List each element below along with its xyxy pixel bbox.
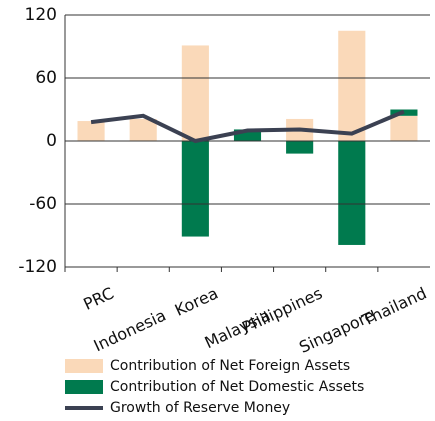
x-tick-label: Philippines	[239, 283, 325, 337]
legend-swatch	[65, 406, 103, 410]
y-tick-label: 120	[25, 5, 57, 25]
bar	[181, 45, 209, 142]
y-tick-label: 0	[46, 131, 57, 151]
legend-label: Contribution of Net Domestic Assets	[110, 379, 364, 395]
y-tick-label: -120	[18, 257, 57, 277]
legend-swatch	[65, 380, 103, 394]
legend-label: Growth of Reserve Money	[110, 400, 290, 416]
bar	[286, 141, 314, 154]
x-tick-label: PRC	[80, 283, 116, 313]
y-tick-label: 60	[35, 68, 57, 88]
bar	[338, 30, 366, 141]
bar	[181, 141, 209, 237]
bar	[233, 129, 262, 141]
bar	[390, 115, 418, 141]
bar	[129, 118, 157, 141]
legend-label: Contribution of Net Foreign Assets	[110, 358, 350, 374]
y-tick-label: -60	[29, 194, 57, 214]
x-tick-label: Korea	[172, 283, 221, 319]
bar	[338, 141, 366, 245]
bar	[77, 121, 105, 141]
x-tick-label: Indonesia	[91, 305, 169, 355]
legend-swatch	[65, 359, 103, 373]
line	[90, 109, 405, 144]
